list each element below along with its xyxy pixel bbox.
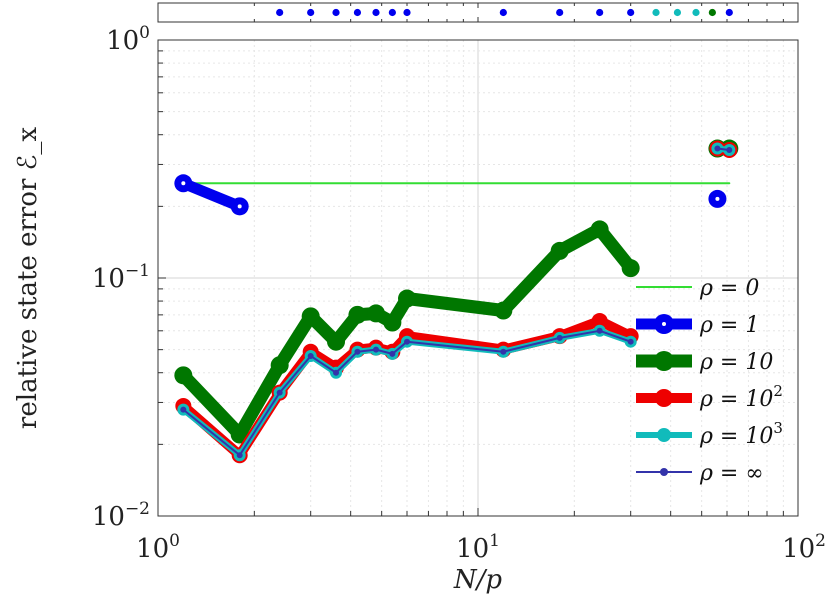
data-point [389,350,396,357]
strip-marker [403,8,411,17]
data-point-center [181,181,186,186]
strip-marker [332,8,340,17]
tick-labels: 100 101 102 10−2 10−1 100 [92,23,826,564]
data-point [627,338,634,345]
data-point [307,353,314,360]
data-point [596,327,603,334]
legend-item: ρ = 1 [636,313,759,338]
data-point [174,366,193,385]
strip-marker [708,8,716,17]
y-tick-label: 10−2 [92,499,150,532]
data-point [621,259,640,278]
data-point [372,346,379,353]
x-tick-label: 102 [782,531,826,564]
data-point [714,145,721,152]
legend-label: ρ = 1 [699,313,759,338]
data-point [383,313,402,332]
plot-series [174,139,739,464]
strip-marker [276,8,284,17]
strip-marker [725,8,733,17]
data-point [366,304,385,323]
strip-marker [692,8,700,17]
data-point [590,220,609,239]
legend-label: ρ = ∞ [699,461,764,486]
data-point [354,348,361,355]
data-point [398,289,417,308]
x-axis-label: N/p [453,565,503,595]
x-tick-label: 100 [136,531,180,564]
plot-axes [157,39,799,517]
legend-label: ρ = 10 [699,350,773,375]
x-tick-label: 101 [456,531,500,564]
legend-item: ρ = 0 [636,276,759,301]
legend-item: ρ = 103 [636,419,783,449]
data-point-center [237,204,242,209]
legend-marker [660,468,668,476]
data-point [180,406,187,413]
legend-label: ρ = 102 [699,382,783,412]
legend: ρ = 0 ρ = 1 ρ = 10 ρ = 102 ρ = 103 ρ = ∞ [636,276,783,486]
strip-marker [652,8,660,17]
legend-marker-center [662,322,666,326]
data-point [301,307,320,326]
data-point [550,241,569,260]
data-point [556,334,563,341]
strip-marker [596,8,604,17]
data-point-center [715,196,720,201]
data-point [726,146,733,153]
strip-marker [627,8,635,17]
data-point [500,348,507,355]
data-point [276,389,283,396]
strip-marker [499,8,507,17]
strip-marker [388,8,396,17]
data-point [236,452,243,459]
data-point [591,312,608,329]
series-1 [174,174,727,216]
y-axis-label: relative state error ℰ_x [13,127,43,429]
strip-marker [307,8,315,17]
strip-marker [556,8,564,17]
y-tick-label: 10−1 [92,261,150,294]
data-point [348,305,367,324]
legend-label: ρ = 103 [699,419,783,449]
series-5 [180,145,733,459]
data-point [404,338,411,345]
y-tick-label: 100 [106,23,150,56]
legend-marker [657,428,671,442]
data-point [327,332,346,351]
legend-label: ρ = 0 [699,276,759,301]
strip-marker [372,8,380,17]
legend-item: ρ = 102 [636,382,783,412]
strip-marker [353,8,362,17]
series-line [177,177,246,212]
legend-item: ρ = ∞ [636,461,764,486]
axis-labels: N/p relative state error ℰ_x [13,127,502,595]
legend-marker [654,351,674,371]
data-point [270,356,289,375]
data-point [333,369,340,376]
legend-item: ρ = 10 [636,350,773,375]
legend-marker [655,389,673,407]
data-point [494,301,513,320]
top-marker-strip [157,2,799,23]
strip-marker [673,8,682,17]
